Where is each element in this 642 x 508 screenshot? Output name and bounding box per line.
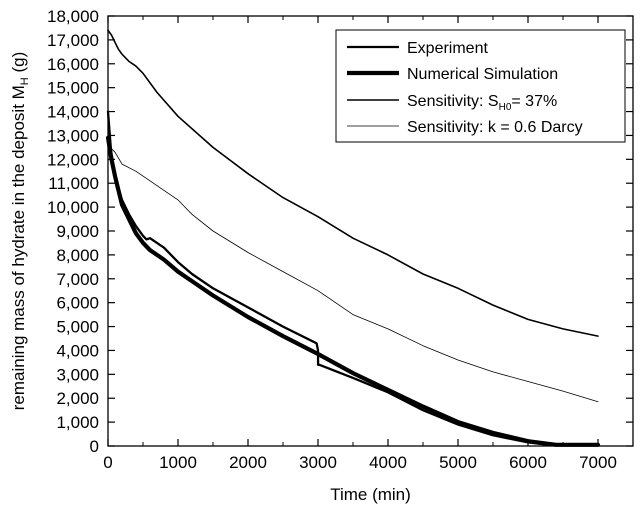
y-tick-label: 2,000 — [56, 389, 99, 408]
legend-label-sensitivity-sh0-value: = 37% — [511, 93, 557, 110]
tick-labels: 0 1000 2000 3000 4000 5000 6000 7000 0 1,000 2,000… — [47, 7, 617, 472]
y-tick-label: 1,000 — [56, 413, 99, 432]
legend-label-sensitivity-k: Sensitivity: k = 0.6 Darcy — [407, 119, 583, 136]
series-layer — [105, 29, 601, 447]
x-tick-label: 6000 — [509, 453, 547, 472]
series-line-3 — [107, 29, 599, 337]
y-tick-label: 13,000 — [47, 126, 99, 145]
series-line-4 — [107, 144, 599, 403]
x-tick-label: 3000 — [299, 453, 337, 472]
y-tick-label: 11,000 — [48, 174, 99, 193]
y-tick-label: 4,000 — [56, 341, 99, 360]
x-axis-title: Time (min) — [330, 485, 411, 504]
y-tick-label: 9,000 — [56, 222, 99, 241]
y-axis-title: remaining mass of hydrate in the deposit… — [9, 52, 31, 411]
legend-label-sensitivity-sh0: Sensitivity: SH0= 37% — [407, 93, 557, 113]
y-tick-label: 15,000 — [47, 79, 99, 98]
series-line-2 — [105, 135, 601, 447]
y-tick-label: 6,000 — [56, 294, 99, 313]
x-tick-label: 7000 — [579, 453, 617, 472]
legend-label-experiment: Experiment — [407, 40, 488, 57]
ticks-layer — [107, 15, 633, 447]
y-axis-title-subscript: H — [19, 77, 31, 85]
y-tick-label: 18,000 — [47, 7, 99, 26]
x-tick-label: 4000 — [369, 453, 407, 472]
y-axis-title-unit: (g) — [9, 52, 28, 78]
series-line-1 — [106, 110, 600, 446]
y-tick-label: 0 — [90, 437, 99, 456]
legend-label-sensitivity-sh0-subscript: H0 — [499, 102, 512, 113]
x-tick-label: 5000 — [439, 453, 477, 472]
y-tick-label: 8,000 — [56, 246, 99, 265]
x-tick-label: 0 — [103, 453, 112, 472]
legend-label-sensitivity-sh0-main: Sensitivity: S — [407, 93, 499, 110]
y-axis-title-main: remaining mass of hydrate in the deposit… — [9, 85, 28, 410]
x-tick-label: 1000 — [159, 453, 197, 472]
y-tick-label: 16,000 — [47, 55, 99, 74]
y-tick-label: 12,000 — [47, 150, 99, 169]
y-tick-label: 5,000 — [56, 318, 99, 337]
legend-label-numerical-simulation: Numerical Simulation — [407, 66, 558, 83]
y-tick-label: 7,000 — [56, 270, 99, 289]
legend-box — [335, 29, 626, 143]
y-tick-label: 17,000 — [47, 31, 99, 50]
x-tick-label: 2000 — [229, 453, 267, 472]
y-tick-label: 14,000 — [47, 103, 99, 122]
legend: Experiment Numerical Simulation Sensitiv… — [335, 29, 626, 143]
y-tick-label: 3,000 — [56, 365, 99, 384]
y-tick-label: 10,000 — [47, 198, 99, 217]
